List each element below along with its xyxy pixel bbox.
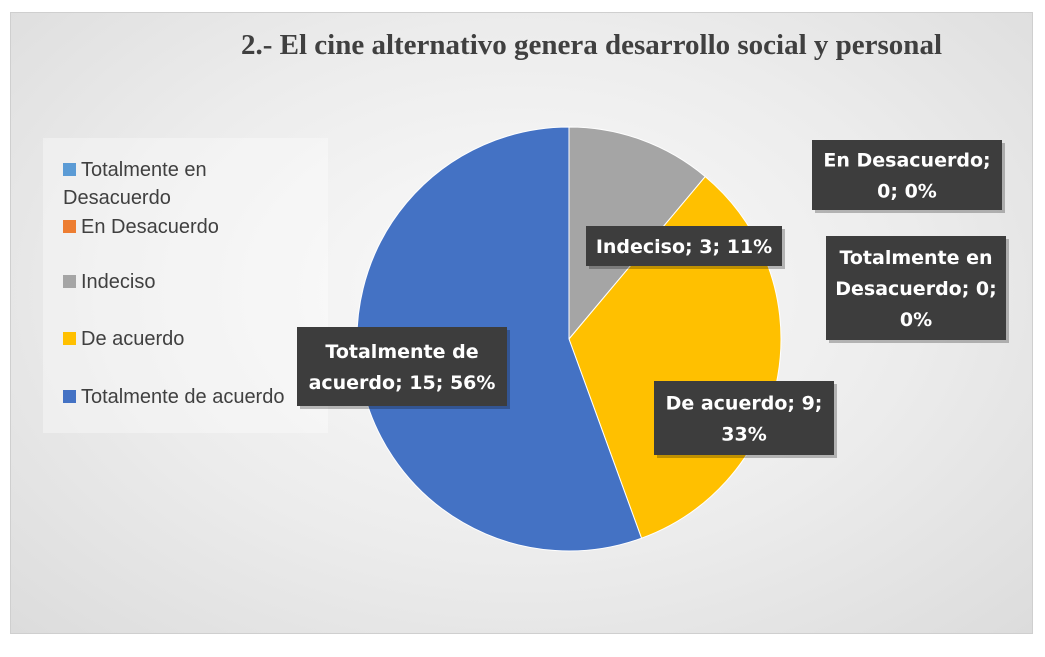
legend-item-en-desacuerdo: En Desacuerdo (63, 213, 343, 241)
legend-item-totalmente-de-acuerdo: Totalmente de acuerdo (63, 383, 343, 411)
data-label-text: 33% (721, 424, 766, 446)
legend-label: Totalmente en (81, 159, 207, 181)
data-label-box (826, 236, 1006, 340)
data-label-totalmente-en-desacuerdo: Totalmente en Desacuerdo; 0; 0% (826, 236, 1009, 343)
data-label-text: De acuerdo; 9; (666, 393, 823, 415)
data-label-text: Totalmente en (839, 247, 992, 269)
data-label-text: Desacuerdo; 0; (835, 278, 997, 300)
legend-swatch (63, 220, 76, 233)
legend-label: En Desacuerdo (81, 216, 219, 238)
legend-label: De acuerdo (81, 328, 185, 350)
data-label-box (297, 327, 507, 406)
data-label-text: En Desacuerdo; (823, 150, 990, 172)
legend-item-de-acuerdo: De acuerdo (63, 325, 343, 353)
data-label-de-acuerdo: De acuerdo; 9; 33% (654, 381, 837, 458)
data-label-text: 0; 0% (877, 181, 937, 203)
data-label-text: 0% (900, 309, 932, 331)
legend-label: Desacuerdo (63, 187, 171, 209)
data-label-indeciso: Indeciso; 3; 11% (586, 226, 785, 269)
legend-swatch (63, 390, 76, 403)
data-label-text: Totalmente de (325, 341, 478, 363)
legend-label: Totalmente de acuerdo (81, 386, 285, 408)
data-label-box (654, 381, 834, 455)
legend-swatch (63, 332, 76, 345)
legend-swatch (63, 163, 76, 176)
legend-item-indeciso: Indeciso (63, 268, 343, 296)
chart-legend: Totalmente en Desacuerdo En Desacuerdo Inde… (43, 138, 328, 433)
data-label-text: acuerdo; 15; 56% (309, 372, 496, 394)
data-label-en-desacuerdo: En Desacuerdo; 0; 0% (812, 140, 1005, 213)
data-label-box (586, 226, 782, 266)
data-label-totalmente-de-acuerdo: Totalmente de acuerdo; 15; 56% (297, 327, 510, 409)
data-label-text: Indeciso; 3; 11% (596, 236, 772, 258)
legend-swatch (63, 275, 76, 288)
chart-title: 2.- El cine alternativo genera desarroll… (240, 29, 942, 61)
legend-item-totalmente-en-desacuerdo: Totalmente en Desacuerdo (63, 156, 343, 212)
legend-label: Indeciso (81, 271, 156, 293)
data-label-box (812, 140, 1002, 210)
